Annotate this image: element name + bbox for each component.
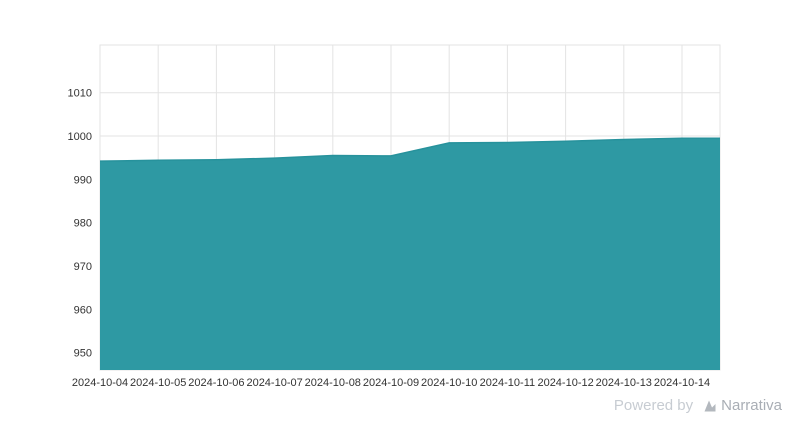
svg-text:2024-10-11: 2024-10-11 [480, 377, 535, 389]
svg-text:980: 980 [74, 218, 92, 230]
svg-text:950: 950 [74, 348, 92, 360]
narrativa-logo-icon [703, 399, 717, 413]
powered-by-label: Powered by [613, 397, 694, 414]
svg-text:2024-10-06: 2024-10-06 [188, 377, 244, 389]
svg-text:2024-10-05: 2024-10-05 [130, 377, 186, 389]
svg-text:1000: 1000 [68, 131, 92, 143]
svg-text:2024-10-08: 2024-10-08 [305, 377, 361, 389]
svg-text:2024-10-13: 2024-10-13 [596, 377, 652, 389]
svg-text:970: 970 [74, 261, 92, 273]
watermark: Powered by Narrativa [614, 397, 782, 414]
svg-text:2024-10-04: 2024-10-04 [72, 377, 128, 389]
svg-text:960: 960 [74, 304, 92, 316]
svg-text:2024-10-12: 2024-10-12 [537, 377, 593, 389]
svg-text:2024-10-09: 2024-10-09 [363, 377, 419, 389]
brand-label: Narrativa [721, 397, 782, 414]
svg-text:990: 990 [74, 174, 92, 186]
svg-text:2024-10-10: 2024-10-10 [421, 377, 477, 389]
svg-text:2024-10-14: 2024-10-14 [654, 377, 710, 389]
svg-text:1010: 1010 [68, 88, 92, 100]
svg-text:2024-10-07: 2024-10-07 [246, 377, 302, 389]
